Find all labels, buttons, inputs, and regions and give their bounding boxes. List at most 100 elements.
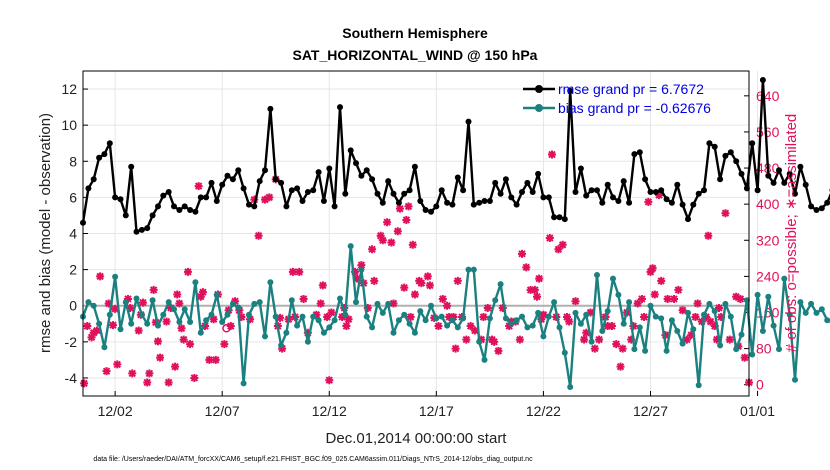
bias-point	[192, 279, 199, 286]
bias-point	[283, 329, 290, 336]
bias-point	[213, 291, 220, 298]
obs-assimilated-point	[400, 283, 409, 292]
obs-assimilated-point	[704, 231, 713, 240]
y2-tick-label: 640	[756, 88, 780, 104]
bias-point	[278, 342, 285, 349]
bias-point	[422, 317, 429, 324]
bias-point	[604, 308, 611, 315]
bias-point	[449, 317, 456, 324]
rmse-point	[486, 198, 493, 204]
bias-point	[738, 331, 745, 338]
rmse-point	[733, 158, 740, 165]
bias-point	[294, 322, 301, 329]
rmse-point	[824, 199, 830, 206]
bias-point	[577, 320, 584, 327]
obs-assimilated-point	[190, 373, 199, 382]
rmse-point	[401, 190, 408, 197]
obs-assimilated-point	[338, 313, 347, 322]
footnote: data file: /Users/raeder/DAI/ATM_forcXX/…	[93, 456, 533, 463]
bias-point	[572, 309, 579, 316]
obs-assimilated-point	[325, 376, 334, 385]
bias-point	[556, 324, 563, 331]
rmse-point	[663, 196, 670, 203]
obs-assimilated-point	[595, 335, 604, 344]
obs-assimilated-point	[316, 299, 325, 308]
obs-assimilated-point	[697, 317, 706, 326]
bias-point	[460, 315, 467, 322]
obs-assimilated-point	[466, 322, 475, 331]
rmse-point	[727, 149, 734, 156]
obs-assimilated-point	[149, 285, 158, 294]
obs-assimilated-point	[678, 306, 687, 315]
rmse-point	[267, 105, 274, 112]
y-axis-label: rmse and bias (model - observation)	[37, 113, 54, 353]
obs-assimilated-point	[710, 322, 719, 331]
bias-point	[701, 311, 707, 318]
rmse-point	[347, 147, 354, 154]
rmse-point	[278, 179, 285, 186]
obs-assimilated-point	[123, 294, 132, 303]
rmse-point	[331, 203, 338, 210]
bias-point	[567, 384, 574, 390]
rmse-point	[642, 176, 649, 183]
obs-assimilated-point	[537, 315, 546, 324]
rmse-point	[133, 228, 140, 235]
obs-assimilated-point	[661, 331, 670, 340]
y2-tick-label: 0	[756, 377, 764, 393]
rmse-point	[438, 187, 445, 194]
bias-point	[353, 299, 359, 306]
obs-assimilated-point	[276, 313, 285, 322]
y2-tick-label: 80	[756, 341, 772, 357]
bias-point	[481, 356, 488, 363]
y-tick-label: 12	[61, 81, 77, 97]
obs-assimilated-point	[725, 335, 734, 344]
rmse-point	[160, 192, 167, 199]
rmse-point	[658, 187, 665, 194]
bias-point	[802, 309, 809, 316]
rmse-point	[529, 189, 536, 195]
rmse-point	[802, 181, 809, 188]
obs-assimilated-point	[682, 335, 691, 344]
rmse-point	[454, 174, 461, 181]
rmse-point	[813, 207, 820, 213]
bias-point	[224, 311, 231, 318]
y-axis-ticks: -4 -2 0 2 4 6 8 10 12	[61, 81, 88, 386]
bias-point	[749, 351, 756, 358]
obs-assimilated-point	[453, 276, 462, 285]
rmse-point	[106, 140, 113, 147]
bias-point	[813, 309, 820, 316]
bias-point	[363, 313, 370, 320]
bias-point	[181, 306, 188, 313]
obs-assimilated-point	[162, 317, 171, 326]
obs-assimilated-point	[565, 317, 574, 326]
legend-rmse-marker	[535, 85, 543, 93]
bias-point	[770, 322, 777, 329]
obs-assimilated-point	[629, 322, 638, 331]
rmse-point	[363, 167, 370, 174]
obs-assimilated-point	[691, 313, 700, 322]
x-axis-label: Dec.01,2014 00:00:00 start	[326, 430, 508, 447]
bias-point	[106, 311, 113, 318]
obs-assimilated-point	[134, 326, 143, 335]
y-tick-label: -4	[65, 370, 78, 386]
bias-point	[235, 304, 242, 311]
rmse-point	[685, 216, 691, 223]
rmse-point	[577, 165, 584, 172]
bias-point	[96, 320, 103, 327]
bias-point	[229, 300, 236, 307]
obs-assimilated-point	[323, 313, 332, 322]
rmse-point	[759, 77, 766, 83]
obs-assimilated-point	[145, 369, 154, 378]
rmse-point	[636, 149, 643, 156]
obs-assimilated-point	[383, 218, 392, 227]
bias-point	[310, 313, 317, 320]
obs-assimilated-point	[545, 234, 554, 243]
obs-assimilated-point	[498, 303, 507, 312]
bias-point	[385, 300, 392, 307]
bias-point	[502, 315, 509, 322]
bias-point	[545, 313, 552, 320]
bias-point	[256, 299, 263, 306]
rmse-point	[101, 151, 108, 158]
obs-assimilated-point	[657, 276, 666, 285]
